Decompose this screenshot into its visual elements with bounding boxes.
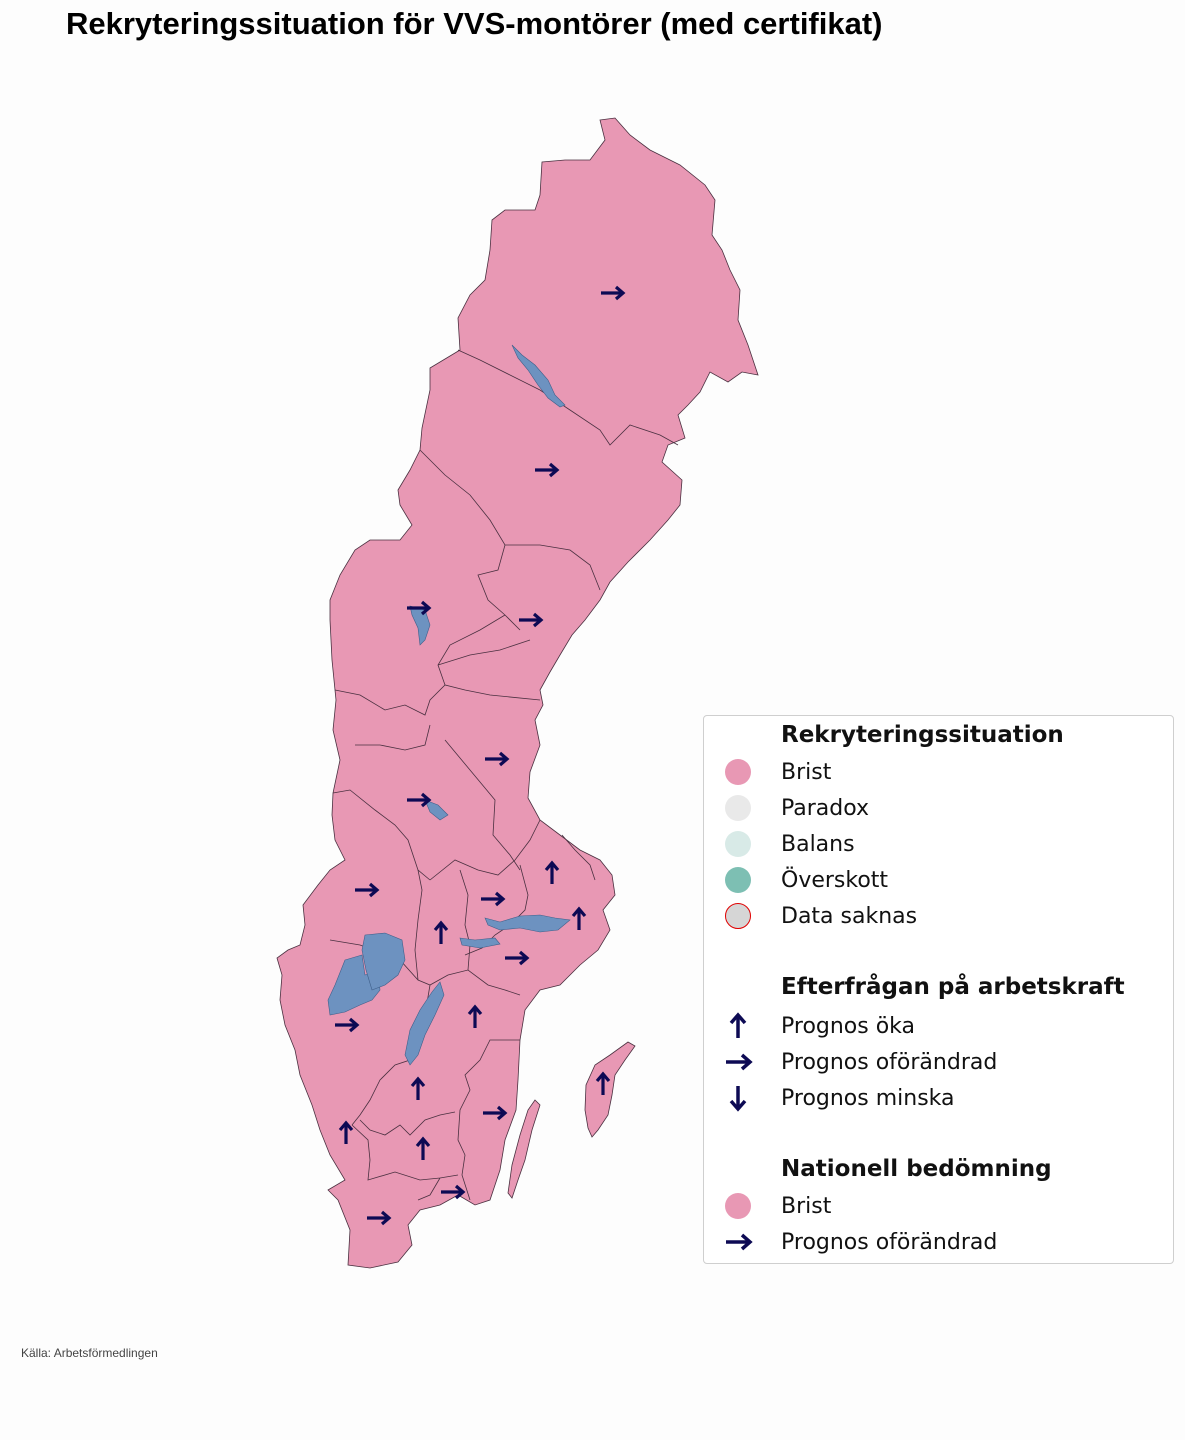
legend-item-nationell-prognos: Prognos oförändrad <box>722 1227 997 1257</box>
region-forecast-arrow-up-icon <box>544 860 560 884</box>
region-forecast-arrow-right-icon <box>367 1210 392 1226</box>
balans-swatch <box>725 831 751 857</box>
region-forecast-arrow-right-icon <box>407 792 432 808</box>
legend-heading-efterfragan: Efterfrågan på arbetskraft <box>781 974 1125 1000</box>
nationell-brist-swatch <box>725 1193 751 1219</box>
oland-island <box>507 1099 541 1199</box>
arrow-down-icon <box>729 1086 747 1112</box>
region-forecast-arrow-right-icon <box>335 1017 360 1033</box>
sweden-mainland <box>276 117 759 1269</box>
lake-vanern-north <box>361 932 406 991</box>
arrow-right-icon <box>726 1053 753 1071</box>
county-borders <box>329 349 679 1201</box>
lake-siljan <box>424 799 449 821</box>
region-forecast-arrow-up-icon <box>595 1071 611 1095</box>
source-note: Källa: Arbetsförmedlingen <box>21 1346 158 1360</box>
arrow-right-icon <box>726 1233 753 1251</box>
region-forecast-arrow-right-icon <box>483 1105 508 1121</box>
legend-item-prognos-minska: Prognos minska <box>722 1083 955 1113</box>
legend-item-prognos-oka: Prognos öka <box>722 1011 915 1041</box>
region-forecast-arrow-up-icon <box>433 920 449 944</box>
legend-item-data-saknas: Data saknas <box>722 901 917 931</box>
legend-heading-nationell: Nationell bedömning <box>781 1156 1052 1182</box>
arrow-up-icon <box>729 1012 747 1038</box>
overskott-swatch <box>725 867 751 893</box>
paradox-swatch <box>725 795 751 821</box>
region-forecast-arrow-right-icon <box>535 462 560 478</box>
lake-hjalmaren <box>459 937 501 949</box>
legend-item-overskott: Överskott <box>722 865 888 895</box>
gotland-island <box>584 1041 636 1138</box>
region-forecast-arrow-right-icon <box>441 1184 466 1200</box>
region-forecast-arrow-right-icon <box>519 612 544 628</box>
lake-torne <box>511 344 566 408</box>
legend-item-prognos-oforandrad: Prognos oförändrad <box>722 1047 997 1077</box>
map-legend: Rekryteringssituation Brist Paradox Bala… <box>703 715 1174 1264</box>
region-forecast-arrow-up-icon <box>410 1076 426 1100</box>
region-forecast-arrow-up-icon <box>467 1004 483 1028</box>
legend-item-balans: Balans <box>722 829 855 859</box>
region-forecast-arrow-right-icon <box>407 600 432 616</box>
legend-item-nationell-brist: Brist <box>722 1191 831 1221</box>
legend-item-paradox: Paradox <box>722 793 869 823</box>
lake-vanern <box>327 954 381 1016</box>
region-forecast-arrow-right-icon <box>485 751 510 767</box>
data-saknas-swatch <box>725 903 751 929</box>
region-forecast-arrow-up-icon <box>415 1136 431 1160</box>
legend-heading-rekrytering: Rekryteringssituation <box>781 722 1064 748</box>
region-forecast-arrow-right-icon <box>481 891 506 907</box>
brist-swatch <box>725 759 751 785</box>
lake-malaren <box>484 914 571 933</box>
lakes <box>327 344 571 1066</box>
map-title: Rekryteringssituation för VVS-montörer (… <box>66 6 883 41</box>
legend-item-brist: Brist <box>722 757 831 787</box>
lake-vattern <box>404 981 445 1066</box>
region-forecast-arrow-right-icon <box>601 285 626 301</box>
region-forecast-arrow-right-icon <box>505 950 530 966</box>
forecast-arrows <box>335 285 626 1226</box>
region-forecast-arrow-up-icon <box>571 906 587 930</box>
region-forecast-arrow-right-icon <box>355 882 380 898</box>
region-forecast-arrow-up-icon <box>338 1120 354 1144</box>
